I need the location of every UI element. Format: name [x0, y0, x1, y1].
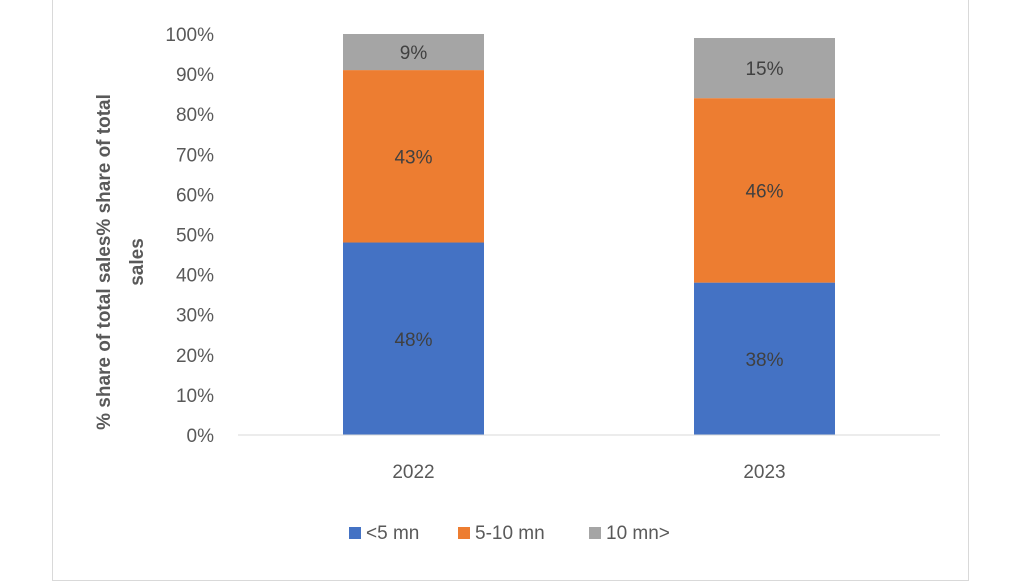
y-tick-label: 50% — [176, 226, 214, 247]
y-tick-label: 0% — [187, 426, 215, 447]
y-tick-label: 80% — [176, 105, 214, 126]
bar-segment-0-0 — [343, 242, 484, 435]
bar-segment-2-0 — [343, 34, 484, 71]
y-tick-label: 90% — [176, 65, 214, 86]
bar-segment-2-1 — [694, 38, 835, 99]
x-tick-label: 2022 — [392, 462, 434, 483]
y-axis-label-line-1: % share of total sales% share of total — [94, 94, 115, 430]
y-axis-ticks: 0% 10% 20% 30% 40% 50% 60% 70% 80% 90% 100% — [165, 25, 214, 447]
legend-swatch — [349, 527, 361, 539]
data-label: 9% — [400, 43, 428, 64]
data-label: 43% — [394, 147, 432, 168]
bar-segment-1-0 — [343, 70, 484, 243]
legend-label: <5 mn — [366, 523, 419, 544]
legend: <5 mn 5-10 mn 10 mn> — [349, 523, 670, 544]
data-label: 38% — [745, 350, 783, 371]
legend-swatch — [458, 527, 470, 539]
data-label: 46% — [745, 181, 783, 202]
y-tick-label: 30% — [176, 306, 214, 327]
y-tick-label: 10% — [176, 386, 214, 407]
y-tick-label: 60% — [176, 185, 214, 206]
y-tick-label: 70% — [176, 145, 214, 166]
legend-label: 10 mn> — [606, 523, 670, 544]
y-axis-label: % share of total sales% share of total s… — [94, 94, 148, 430]
x-tick-label: 2023 — [743, 462, 785, 483]
data-label: 15% — [745, 59, 783, 80]
legend-swatch — [589, 527, 601, 539]
x-axis-ticks: 2022 2023 — [392, 462, 785, 483]
bar-segment-1-1 — [694, 98, 835, 283]
y-tick-label: 100% — [165, 25, 214, 46]
bars: 48% 43% 9% 38% 46% 15% — [343, 34, 835, 435]
y-tick-label: 40% — [176, 266, 214, 287]
y-axis-label-line-2: sales — [127, 238, 148, 286]
legend-label: 5-10 mn — [475, 523, 545, 544]
data-label: 48% — [394, 330, 432, 351]
y-tick-label: 20% — [176, 346, 214, 367]
bar-segment-0-1 — [694, 282, 835, 435]
